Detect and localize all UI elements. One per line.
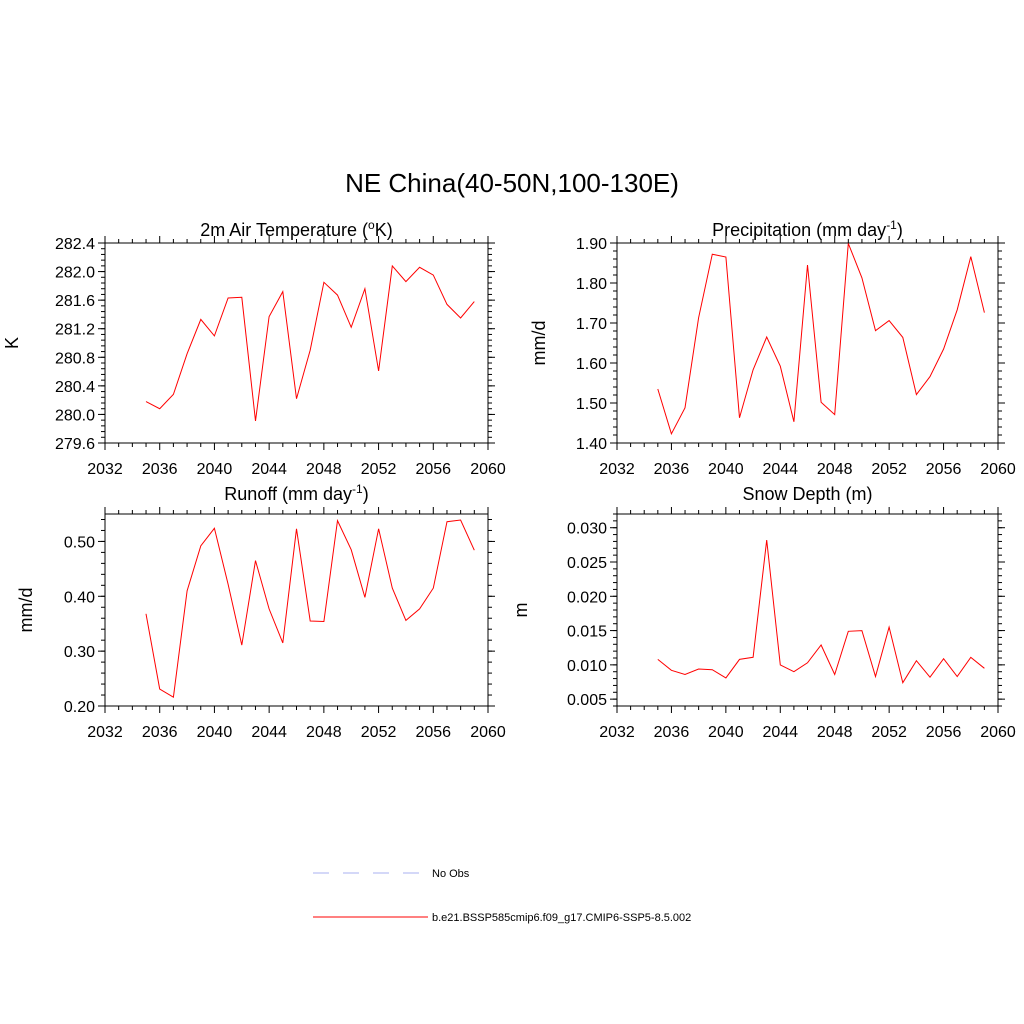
- x-tick-label: 2036: [142, 461, 178, 478]
- x-tick-label: 2060: [980, 461, 1016, 478]
- x-tick-label: 2052: [871, 724, 907, 741]
- x-tick-label: 2032: [87, 461, 123, 478]
- y-tick-label: 0.005: [567, 692, 607, 709]
- panel-title: Precipitation (mm day-1): [712, 218, 903, 240]
- panel-title-main: Precipitation (mm day: [712, 220, 886, 240]
- panel-title-main: Runoff (mm day: [224, 484, 352, 504]
- series-line: [145, 264, 475, 421]
- panel-title: Runoff (mm day-1): [224, 482, 368, 504]
- panel-title-superscript: -1: [886, 218, 897, 232]
- chart-panel-1: 2032 2036 2040 2044 2048 2052 2056 2060 279.6 280…: [2, 218, 506, 478]
- panel-title-end: K): [375, 220, 393, 240]
- chart-panel-4: 2032 2036 2040 2044 2048 2052 2056 2060 0.005 0.0…: [511, 484, 1016, 741]
- x-tick-label: 2044: [762, 461, 798, 478]
- x-tick-label: 2044: [762, 724, 798, 741]
- y-tick-label: 0.020: [567, 589, 607, 606]
- x-tick-label: 2052: [871, 461, 907, 478]
- x-tick-label: 2044: [251, 461, 287, 478]
- panel-title: Snow Depth (m): [742, 484, 872, 504]
- y-tick-label: 282.4: [55, 236, 95, 253]
- y-tick-label: 280.0: [55, 407, 95, 424]
- panel-title: 2m Air Temperature (oK): [200, 218, 392, 240]
- y-axis-label: mm/d: [16, 588, 36, 633]
- panel-title-superscript: -1: [352, 482, 363, 496]
- y-tick-label: 1.60: [576, 356, 607, 373]
- legend: No Obs b.e21.BSSP585cmip6.f09_g17.CMIP6-S…: [313, 868, 691, 924]
- y-tick-label: 282.0: [55, 265, 95, 282]
- series-line: [657, 540, 985, 684]
- y-tick-label: 0.030: [567, 521, 607, 538]
- series-line: [145, 518, 475, 699]
- x-tick-label: 2040: [708, 461, 744, 478]
- x-tick-label: 2048: [306, 724, 342, 741]
- y-tick-label: 1.80: [576, 276, 607, 293]
- y-tick-label: 1.90: [576, 236, 607, 253]
- plot-frame: [616, 242, 999, 444]
- panel-title-superscript: o: [368, 218, 375, 232]
- x-tick-label: 2040: [197, 461, 233, 478]
- x-tick-label: 2052: [361, 724, 397, 741]
- y-tick-label: 0.015: [567, 624, 607, 641]
- y-tick-label: 280.8: [55, 350, 95, 367]
- y-axis-label: m: [511, 603, 531, 618]
- y-axis-label: mm/d: [529, 321, 549, 366]
- x-tick-label: 2044: [251, 724, 287, 741]
- y-tick-label: 280.4: [55, 379, 95, 396]
- y-tick-label: 281.2: [55, 322, 95, 339]
- y-tick-label: 0.50: [64, 534, 95, 551]
- x-tick-label: 2056: [926, 461, 962, 478]
- x-tick-label: 2036: [142, 724, 178, 741]
- series-line: [657, 243, 985, 436]
- x-tick-label: 2060: [470, 724, 506, 741]
- y-tick-label: 279.6: [55, 436, 95, 453]
- x-tick-label: 2032: [599, 724, 635, 741]
- x-tick-label: 2032: [599, 461, 635, 478]
- y-tick-label: 0.20: [64, 699, 95, 716]
- legend-label: No Obs: [432, 868, 470, 880]
- x-tick-label: 2052: [361, 461, 397, 478]
- x-tick-label: 2036: [654, 724, 690, 741]
- y-tick-label: 1.40: [576, 436, 607, 453]
- x-tick-label: 2040: [197, 724, 233, 741]
- panel-title-end: ): [897, 220, 903, 240]
- x-tick-label: 2060: [470, 461, 506, 478]
- y-tick-label: 1.70: [576, 316, 607, 333]
- y-axis-label: K: [2, 337, 22, 349]
- chart-panel-3: 2032 2036 2040 2044 2048 2052 2056 2060 0.20 0.30…: [16, 482, 506, 741]
- figure-title: NE China(40-50N,100-130E): [345, 168, 679, 198]
- panel-title-end: ): [363, 484, 369, 504]
- x-tick-label: 2056: [926, 724, 962, 741]
- plot-frame: [104, 513, 489, 707]
- x-tick-label: 2048: [817, 724, 853, 741]
- x-tick-label: 2056: [415, 461, 451, 478]
- y-tick-label: 281.6: [55, 293, 95, 310]
- panel-title-main: Snow Depth (m): [742, 484, 872, 504]
- plot-frame: [616, 513, 999, 707]
- y-tick-label: 0.40: [64, 589, 95, 606]
- x-tick-label: 2056: [415, 724, 451, 741]
- x-tick-label: 2036: [654, 461, 690, 478]
- x-tick-label: 2048: [817, 461, 853, 478]
- y-tick-label: 0.025: [567, 555, 607, 572]
- x-tick-label: 2060: [980, 724, 1016, 741]
- panel-title-main: 2m Air Temperature (: [200, 220, 368, 240]
- y-tick-label: 0.010: [567, 658, 607, 675]
- x-tick-label: 2040: [708, 724, 744, 741]
- legend-label: b.e21.BSSP585cmip6.f09_g17.CMIP6-SSP5-8.…: [432, 912, 691, 924]
- chart-panel-2: 2032 2036 2040 2044 2048 2052 2056 2060 1.40 1.50…: [529, 218, 1016, 478]
- x-tick-label: 2048: [306, 461, 342, 478]
- x-tick-label: 2032: [87, 724, 123, 741]
- y-tick-label: 1.50: [576, 396, 607, 413]
- y-tick-label: 0.30: [64, 644, 95, 661]
